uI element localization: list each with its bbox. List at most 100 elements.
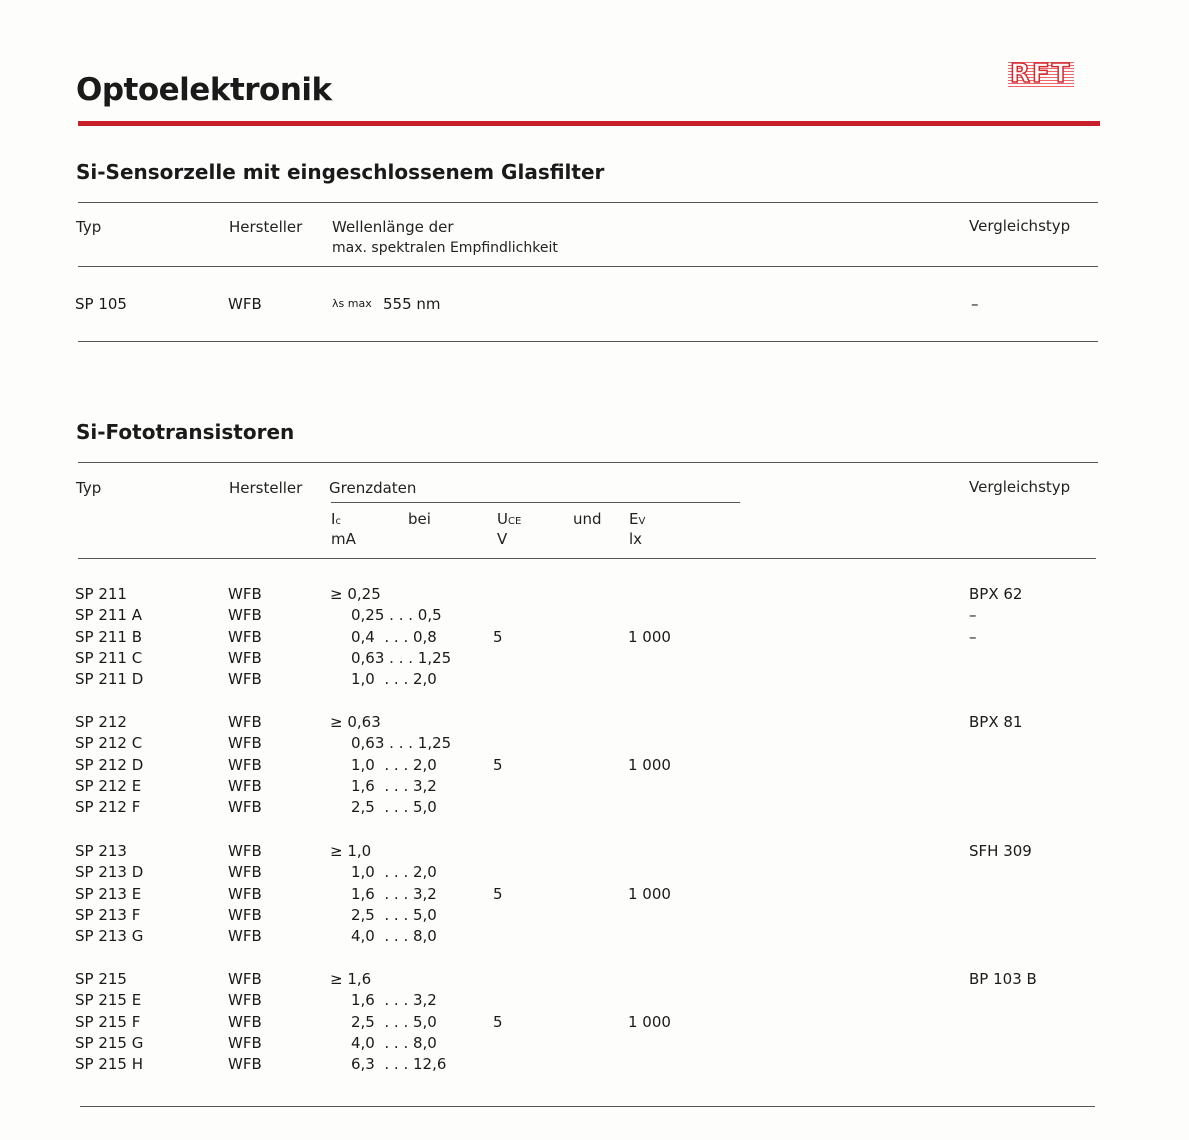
row-typ: SP 211 [75,585,127,603]
row-ic: 2,5 . . . 5,0 [351,1012,437,1031]
row-typ: SP 212 E [75,776,142,795]
page-title: Optoelektronik [76,72,332,108]
row-typ: SP 212 C [75,734,143,753]
unit-ma: mA [331,530,356,548]
row-ic: 2,5 . . . 5,0 [351,905,437,924]
unit-v: V [497,530,508,548]
section1-heading: Si-Sensorzelle mit eingeschlossenem Glas… [76,160,605,184]
row-vergleichstyp: BPX 81 [969,713,1023,731]
row-ic: 4,0 . . . 8,0 [351,1033,437,1052]
row-typ: SP 105 [75,295,127,313]
row-typ: SP 211 D [75,670,144,689]
group-uce: 5 [493,884,503,903]
row-hersteller: WFB [228,798,262,817]
row-typ: SP 212 [75,713,127,731]
group-ev: 1 000 [628,1012,671,1031]
col-und: und [573,510,602,528]
row-typ: SP 215 E [75,991,142,1010]
unit-lx: lx [629,530,643,548]
row-hersteller: WFB [228,1033,262,1052]
row-hersteller: WFB [228,670,262,689]
col-typ: Typ [76,218,102,236]
row-vergleichstyp: BPX 62 [969,585,1023,603]
row-hersteller: WFB [228,991,262,1010]
col-uce: UCE [497,510,521,528]
row-typ: SP 211 A [75,606,142,625]
row-wellenlaenge: 555 nm [383,295,441,313]
col-hersteller: Hersteller [229,479,303,497]
row-typ: SP 215 [75,970,127,988]
row-typ: SP 213 D [75,863,144,882]
row-ic: 2,5 . . . 5,0 [351,798,437,817]
group-uce: 5 [493,627,503,646]
row-hersteller: WFB [228,627,262,646]
uce-sub: CE [507,516,522,527]
col-wellenlaenge-2: max. spektralen Empfindlichkeit [332,240,558,256]
ev-label: E [629,510,639,528]
col-bei: bei [408,510,431,528]
row-ic: 0,4 . . . 0,8 [351,627,437,646]
row-typ: SP 212 D [75,755,144,774]
ic-label: I [331,510,336,528]
col-ic: Ic [331,510,341,528]
uce-label: U [497,510,508,528]
row-typ: SP 213 G [75,927,144,946]
row-ic: 1,0 . . . 2,0 [351,755,437,774]
row-typ: SP 215 G [75,1033,144,1052]
group-ev: 1 000 [628,884,671,903]
row-vergleichstyp: – [969,606,977,625]
title-rule [78,121,1100,126]
row-hersteller: WFB [228,755,262,774]
divider [78,558,1096,559]
col-typ: Typ [76,479,102,497]
divider [80,1106,1095,1107]
ic-sub: c [335,516,341,527]
row-ic: 0,63 . . . 1,25 [351,648,452,667]
col-vergleichstyp: Vergleichstyp [969,478,1071,496]
col-vergleichstyp: Vergleichstyp [969,217,1071,235]
row-typ: SP 212 F [75,798,141,817]
row-ic: 1,6 . . . 3,2 [351,776,437,795]
row-hersteller: WFB [228,927,262,946]
row-typ: SP 213 [75,842,127,860]
row-typ: SP 211 B [75,627,143,646]
row-hersteller: WFB [228,884,262,903]
row-hersteller: WFB [228,1055,262,1074]
col-ev: EV [629,510,645,528]
group-ev: 1 000 [628,755,671,774]
group-ev: 1 000 [628,627,671,646]
row-ic: 6,3 . . . 12,6 [351,1055,447,1074]
col-wellenlaenge: Wellenlänge der [332,218,454,236]
col-grenzdaten: Grenzdaten [329,479,417,497]
row-hersteller: WFB [228,585,262,603]
row-hersteller: WFB [228,905,262,924]
row-ic: 4,0 . . . 8,0 [351,927,437,946]
divider [78,202,1098,203]
row-typ: SP 215 F [75,1012,141,1031]
row-hersteller: WFB [228,734,262,753]
row-hersteller: WFB [228,863,262,882]
row-ic: ≥ 1,6 [330,970,372,988]
grenzdaten-rule [331,502,740,503]
row-vergleichstyp: – [969,627,977,646]
row-hersteller: WFB [228,1012,262,1031]
row-hersteller: WFB [228,776,262,795]
ev-sub: V [638,516,646,527]
section2-heading: Si-Fototransistoren [76,420,295,444]
row-ic: 1,0 . . . 2,0 [351,670,437,689]
row-ic: 1,6 . . . 3,2 [351,884,437,903]
row-ic: ≥ 0,25 [330,585,381,603]
divider [78,266,1098,267]
divider [78,462,1098,463]
row-hersteller: WFB [228,713,262,731]
row-ic: ≥ 0,63 [330,713,381,731]
group-uce: 5 [493,1012,503,1031]
divider [78,341,1098,342]
row-vergleichstyp: – [971,295,979,313]
row-typ: SP 213 E [75,884,142,903]
row-vergleichstyp: SFH 309 [969,842,1032,860]
row-hersteller: WFB [228,970,262,988]
row-hersteller: WFB [228,606,262,625]
row-typ: SP 215 H [75,1055,144,1074]
